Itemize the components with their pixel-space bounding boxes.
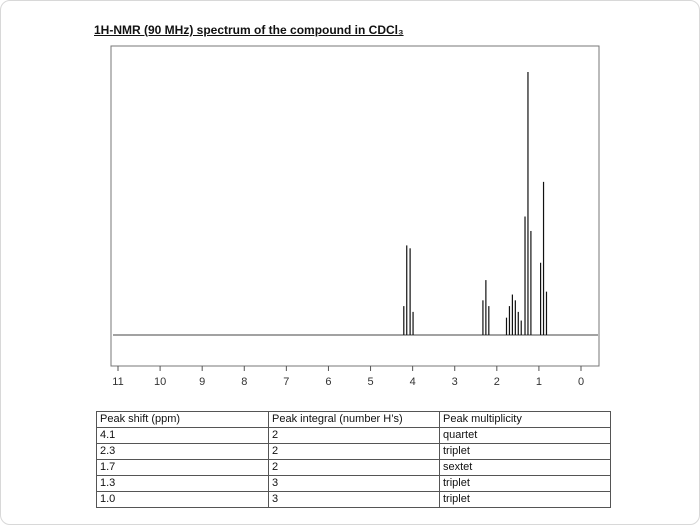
table-row: Peak shift (ppm) Peak integral (number H’…	[96, 411, 611, 428]
x-tick-label: 4	[410, 376, 416, 388]
x-tick-label: 8	[241, 376, 247, 388]
table-cell: sextet	[439, 459, 611, 476]
table-cell: 4.1	[96, 427, 269, 444]
plot-frame	[110, 45, 600, 367]
table-cell: Peak multiplicity	[439, 411, 611, 428]
x-tick-label: 9	[199, 376, 205, 388]
table-cell: 1.0	[96, 491, 269, 508]
table-row: 2.3 2 triplet	[96, 443, 611, 460]
table-row: 1.0 3 triplet	[96, 491, 611, 508]
table-cell: 2.3	[96, 443, 269, 460]
table-row: 1.3 3 triplet	[96, 475, 611, 492]
table-cell: 1.7	[96, 459, 269, 476]
x-tick-label: 3	[452, 376, 458, 388]
table-row: 1.7 2 sextet	[96, 459, 611, 476]
table-row: 4.1 2 quartet	[96, 427, 611, 444]
x-tick-label: 2	[494, 376, 500, 388]
peak-table: Peak shift (ppm) Peak integral (number H’…	[96, 411, 611, 508]
table-cell: triplet	[439, 491, 611, 508]
x-tick-label: 7	[283, 376, 289, 388]
table-cell: Peak shift (ppm)	[96, 411, 269, 428]
table-cell: 3	[268, 491, 440, 508]
table-cell: triplet	[439, 475, 611, 492]
chart-title: 1H-NMR (90 MHz) spectrum of the compound…	[94, 23, 404, 37]
table-cell: 2	[268, 459, 440, 476]
x-tick-label: 10	[154, 376, 166, 388]
x-tick-label: 6	[325, 376, 331, 388]
table-cell: triplet	[439, 443, 611, 460]
table-cell: 3	[268, 475, 440, 492]
table-cell: quartet	[439, 427, 611, 444]
x-tick-label: 11	[112, 376, 123, 388]
x-tick-label: 1	[536, 376, 542, 388]
spectrum: 11 10 9 8 7 6 5 4 3 2 1 0	[110, 45, 600, 388]
table-cell: Peak integral (number H’s)	[268, 411, 440, 428]
table-cell: 1.3	[96, 475, 269, 492]
table-cell: 2	[268, 427, 440, 444]
table-cell: 2	[268, 443, 440, 460]
x-tick-label: 0	[578, 376, 584, 388]
x-tick-label: 5	[367, 376, 373, 388]
